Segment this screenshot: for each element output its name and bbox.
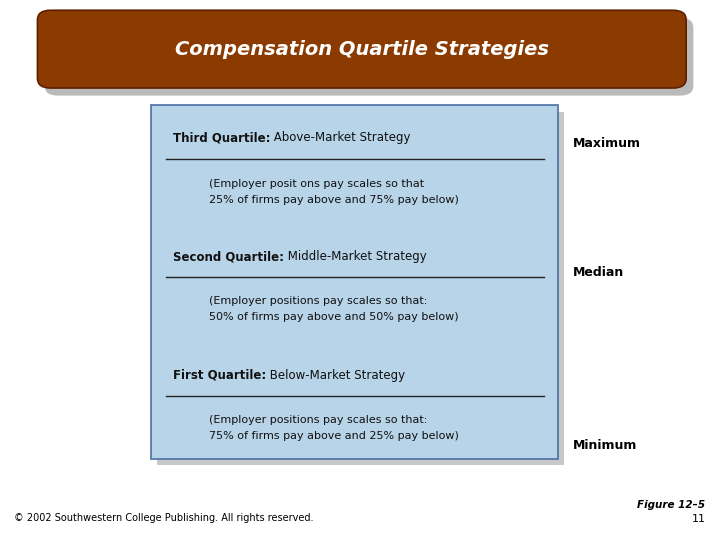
FancyBboxPatch shape (151, 105, 558, 459)
FancyBboxPatch shape (45, 18, 693, 96)
Text: Median: Median (572, 266, 624, 279)
FancyBboxPatch shape (37, 10, 686, 88)
Text: First Quartile:: First Quartile: (173, 369, 266, 382)
Text: Above-Market Strategy: Above-Market Strategy (270, 131, 411, 144)
Text: Middle-Market Strategy: Middle-Market Strategy (284, 250, 426, 263)
Text: Maximum: Maximum (572, 137, 640, 150)
Text: Below-Market Strategy: Below-Market Strategy (266, 369, 405, 382)
Text: 50% of firms pay above and 50% pay below): 50% of firms pay above and 50% pay below… (209, 312, 459, 322)
Text: 75% of firms pay above and 25% pay below): 75% of firms pay above and 25% pay below… (209, 431, 459, 441)
Text: Compensation Quartile Strategies: Compensation Quartile Strategies (175, 39, 549, 59)
Text: Minimum: Minimum (572, 439, 636, 452)
Text: 25% of firms pay above and 75% pay below): 25% of firms pay above and 75% pay below… (209, 195, 459, 205)
Text: Second Quartile:: Second Quartile: (173, 250, 284, 263)
Text: Figure 12–5: Figure 12–5 (637, 500, 706, 510)
Text: © 2002 Southwestern College Publishing. All rights reserved.: © 2002 Southwestern College Publishing. … (14, 514, 314, 523)
Text: (Employer positions pay scales so that:: (Employer positions pay scales so that: (209, 415, 427, 424)
FancyBboxPatch shape (157, 112, 564, 465)
Text: 11: 11 (692, 515, 706, 524)
Text: (Employer positions pay scales so that:: (Employer positions pay scales so that: (209, 296, 427, 306)
Text: Third Quartile:: Third Quartile: (173, 131, 270, 144)
Text: (Employer posit ons pay scales so that: (Employer posit ons pay scales so that (209, 179, 424, 188)
